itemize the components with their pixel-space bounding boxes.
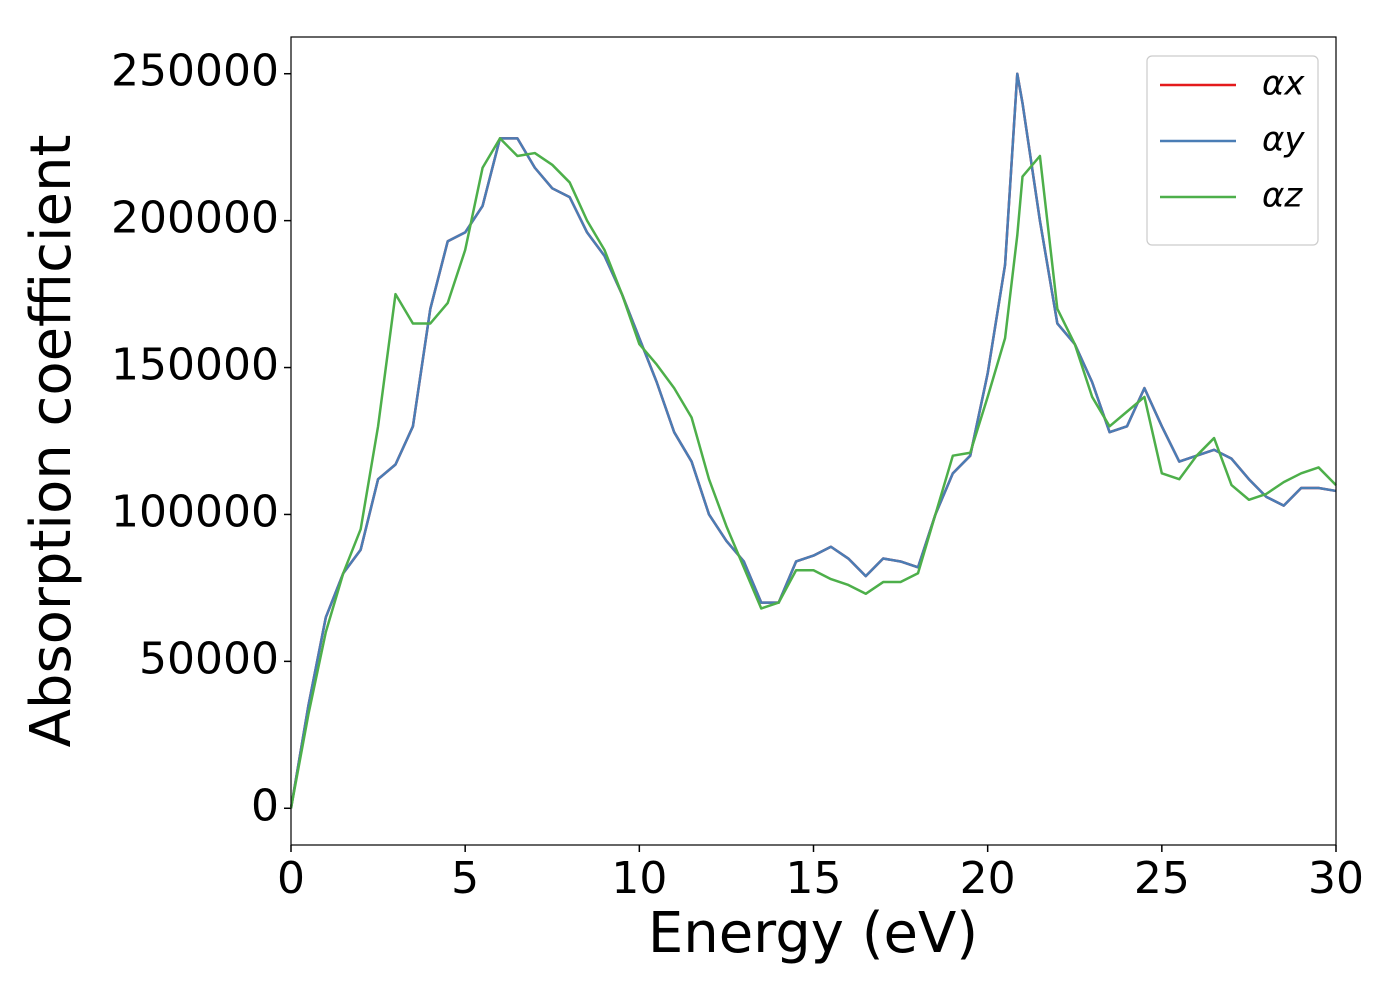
x-tick-label: 5 <box>451 853 479 904</box>
x-tick-label: 15 <box>786 853 842 904</box>
x-tick-label: 0 <box>277 853 305 904</box>
x-tick-label: 25 <box>1134 853 1190 904</box>
x-tick-label: 30 <box>1308 853 1364 904</box>
x-axis-label: Energy (eV) <box>648 901 978 966</box>
y-tick-label: 0 <box>251 780 279 831</box>
legend-label: αx <box>1262 64 1305 104</box>
legend-label: αz <box>1262 176 1303 216</box>
x-tick-label: 10 <box>611 853 667 904</box>
y-axis-label: Absorption coefficient <box>19 135 84 748</box>
y-tick-label: 150000 <box>111 340 279 391</box>
y-tick-label: 250000 <box>111 46 279 97</box>
x-tick-label: 20 <box>960 853 1016 904</box>
line-series <box>289 72 1337 809</box>
y-tick-label: 50000 <box>139 633 279 684</box>
y-tick-label: 200000 <box>111 193 279 244</box>
legend-label: αy <box>1262 120 1305 160</box>
line-series <box>289 137 1337 809</box>
y-tick-label: 100000 <box>111 486 279 537</box>
plot-frame <box>290 36 1337 846</box>
